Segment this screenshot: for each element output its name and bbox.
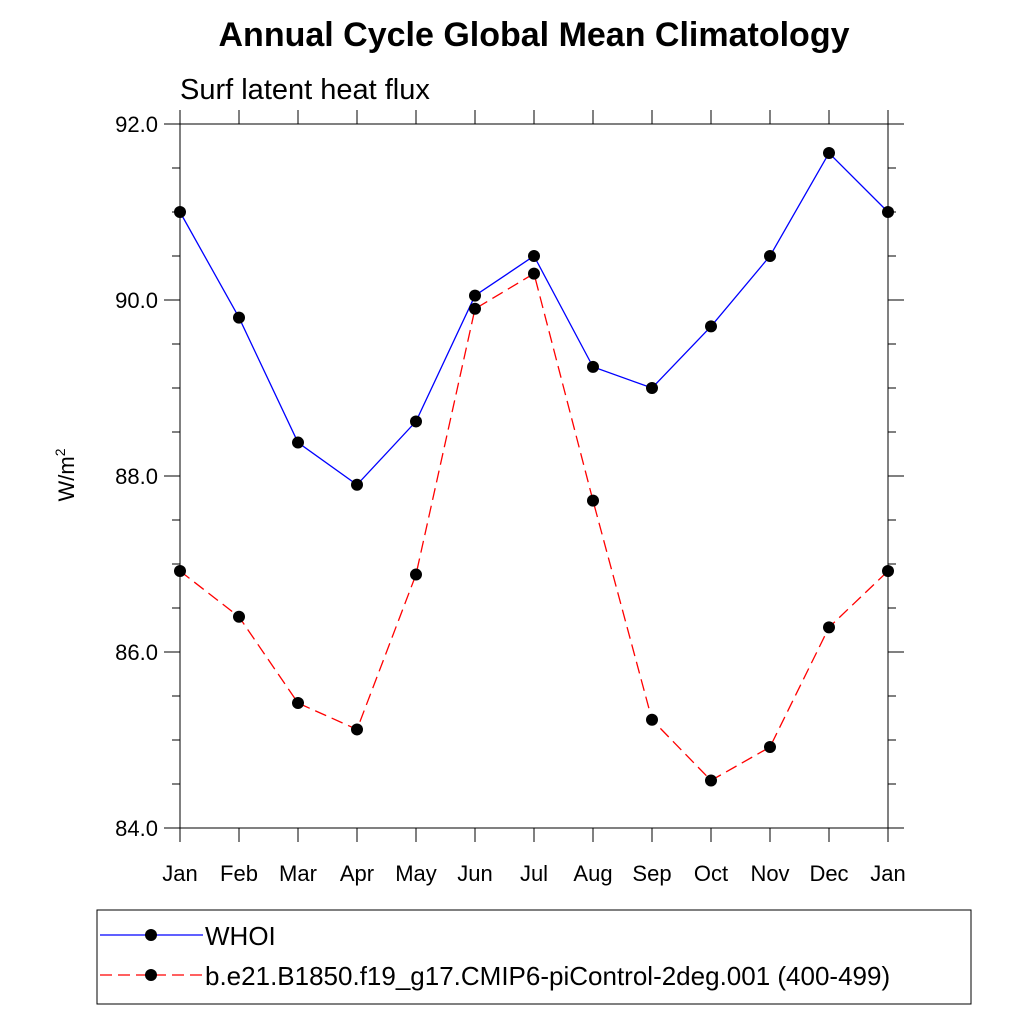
y-axis-label-base: W/m bbox=[54, 456, 79, 501]
x-tick-label: Jan bbox=[162, 861, 197, 886]
series-1-point bbox=[646, 713, 658, 726]
series-1-point bbox=[469, 302, 481, 315]
series-0-point bbox=[410, 415, 422, 428]
x-tick-label: May bbox=[395, 861, 437, 886]
legend-marker-0 bbox=[145, 929, 157, 941]
series-1-point bbox=[233, 610, 245, 623]
series-0-point bbox=[587, 360, 599, 373]
y-tick-label: 90.0 bbox=[115, 288, 158, 313]
legend-label-0: WHOI bbox=[205, 921, 276, 951]
x-tick-label: Apr bbox=[340, 861, 374, 886]
svg-text:W/m2: W/m2 bbox=[52, 448, 79, 501]
series-0-point bbox=[528, 250, 540, 262]
x-tick-label: Jun bbox=[457, 861, 492, 886]
series-0-point bbox=[646, 382, 658, 394]
series-line-0 bbox=[179, 151, 889, 486]
y-tick-label: 84.0 bbox=[115, 816, 158, 841]
chart-title: Annual Cycle Global Mean Climatology bbox=[219, 16, 850, 54]
x-tick-label: Sep bbox=[632, 861, 671, 886]
x-tick-label: Oct bbox=[694, 861, 728, 886]
legend-label-1: b.e21.B1850.f19_g17.CMIP6-piControl-2deg… bbox=[205, 961, 890, 991]
y-tick-label: 92.0 bbox=[115, 112, 158, 137]
legend-marker-1 bbox=[145, 969, 157, 981]
series-0-point bbox=[823, 147, 835, 160]
chart-subtitle: Surf latent heat flux bbox=[180, 74, 430, 106]
y-axis-label-superscript: 2 bbox=[52, 448, 68, 456]
x-tick-label: Jan bbox=[870, 861, 905, 886]
series-line-1 bbox=[179, 272, 889, 782]
legend-box bbox=[96, 909, 972, 1005]
y-tick-label: 88.0 bbox=[115, 464, 158, 489]
series-1-point bbox=[528, 267, 540, 280]
series-1-point bbox=[823, 621, 835, 634]
y-axis-label: W/m2 bbox=[52, 448, 79, 501]
series-1-point bbox=[410, 568, 422, 581]
x-tick-label: Jul bbox=[520, 861, 548, 886]
series-1-point bbox=[351, 723, 363, 736]
x-tick-label: Aug bbox=[573, 861, 612, 886]
x-tick-label: Feb bbox=[220, 861, 258, 886]
series-1-point bbox=[587, 494, 599, 507]
y-tick-label: 86.0 bbox=[115, 640, 158, 665]
series-0-point bbox=[764, 250, 776, 262]
x-tick-label: Dec bbox=[809, 861, 848, 886]
x-tick-label: Mar bbox=[279, 861, 317, 886]
x-tick-label: Nov bbox=[750, 861, 789, 886]
series-0-point bbox=[292, 436, 304, 449]
series-1-point bbox=[764, 741, 776, 754]
series-0-point bbox=[233, 311, 245, 324]
series-1-point bbox=[705, 774, 717, 787]
series-0-point bbox=[705, 320, 717, 333]
series-0-point bbox=[469, 289, 481, 302]
series-1-point bbox=[292, 697, 304, 710]
series-0-point bbox=[351, 478, 363, 491]
